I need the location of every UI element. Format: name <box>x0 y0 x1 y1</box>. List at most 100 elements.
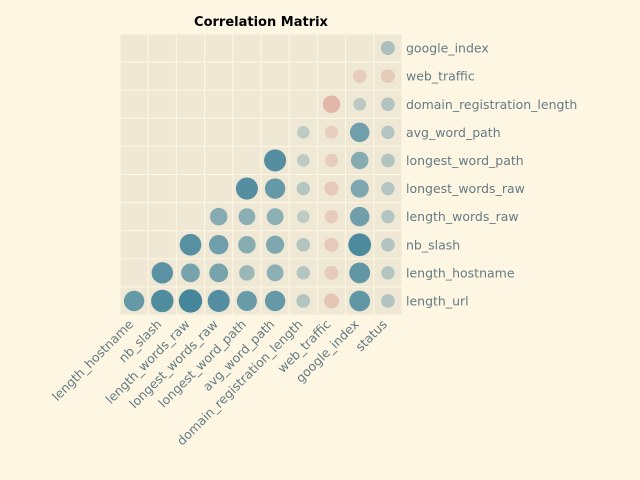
matrix-cell <box>204 145 234 175</box>
matrix-cell <box>316 33 347 63</box>
x-tick-labels: length_hostnamenb_slashlength_words_rawl… <box>49 316 390 448</box>
matrix-cell <box>175 89 206 119</box>
matrix-cell <box>119 89 149 119</box>
matrix-cell <box>175 117 206 147</box>
matrix-cell <box>175 33 206 63</box>
matrix-cell <box>345 89 375 119</box>
correlation-mark <box>296 237 311 252</box>
matrix-cell <box>175 174 206 204</box>
correlation-mark <box>297 154 310 167</box>
matrix-cell <box>147 61 177 91</box>
matrix-cell <box>147 89 177 119</box>
matrix-cell <box>288 286 318 316</box>
matrix-cell <box>119 202 149 232</box>
correlation-mark <box>350 151 369 170</box>
correlation-mark <box>266 235 285 254</box>
correlation-mark <box>207 289 230 312</box>
matrix-cell <box>147 174 177 204</box>
y-tick-label: nb_slash <box>406 237 460 252</box>
y-tick-label: avg_word_path <box>406 125 501 140</box>
y-tick-label: length_hostname <box>406 265 515 280</box>
correlation-mark <box>151 262 173 284</box>
correlation-mark <box>349 262 371 284</box>
matrix-cell <box>175 61 206 91</box>
y-tick-label: longest_word_path <box>406 153 524 168</box>
correlation-mark <box>179 233 202 256</box>
matrix-cell <box>204 117 234 147</box>
correlation-mark <box>381 181 395 196</box>
correlation-mark <box>324 153 339 168</box>
matrix-cell <box>147 33 177 63</box>
correlation-mark <box>264 178 286 199</box>
x-tick-label: status <box>352 317 390 355</box>
matrix-cell <box>316 61 347 91</box>
matrix-cell <box>373 258 403 288</box>
matrix-cell <box>232 33 262 63</box>
matrix-cell <box>288 89 318 119</box>
matrix-cell <box>345 61 375 91</box>
matrix-cell <box>373 202 403 232</box>
matrix-cell <box>373 145 403 175</box>
correlation-mark <box>324 237 339 252</box>
correlation-mark <box>181 263 200 283</box>
matrix-cell <box>147 230 177 260</box>
correlation-mark <box>238 208 256 226</box>
matrix-cell <box>316 202 347 232</box>
correlation-mark <box>381 153 395 168</box>
matrix-cell <box>260 89 290 119</box>
correlation-mark <box>324 293 339 309</box>
correlation-mark <box>297 210 310 223</box>
correlation-mark <box>324 265 339 280</box>
matrix-cell <box>232 117 262 147</box>
correlation-mark <box>349 206 370 227</box>
matrix-cell <box>260 117 290 147</box>
correlation-mark <box>296 266 310 280</box>
y-tick-label: length_url <box>406 293 469 308</box>
chart-title: Correlation Matrix <box>194 15 329 30</box>
correlation-mark <box>239 265 255 281</box>
correlation-mark <box>349 122 370 143</box>
matrix-cell <box>232 89 262 119</box>
correlation-mark <box>209 207 228 226</box>
correlation-mark <box>353 97 367 111</box>
correlation-mark <box>350 179 369 198</box>
matrix-cell <box>373 286 403 316</box>
matrix-cell <box>288 117 318 147</box>
correlation-marks <box>123 40 395 313</box>
matrix-cell <box>316 258 347 288</box>
correlation-mark <box>348 233 372 257</box>
correlation-mark <box>381 294 395 308</box>
correlation-mark <box>209 263 229 283</box>
matrix-cell <box>288 61 318 91</box>
matrix-cell <box>345 33 375 63</box>
correlation-mark <box>324 181 339 196</box>
y-tick-label: domain_registration_length <box>406 97 577 112</box>
matrix-cell <box>147 145 177 175</box>
correlation-mark <box>296 181 310 196</box>
matrix-cell <box>119 61 149 91</box>
matrix-cell <box>204 33 234 63</box>
matrix-cell <box>119 174 149 204</box>
correlation-mark <box>297 126 310 139</box>
matrix-cell <box>204 174 234 204</box>
matrix-cell <box>147 117 177 147</box>
correlation-mark <box>266 264 284 282</box>
matrix-cell <box>260 33 290 63</box>
correlation-mark <box>238 236 256 254</box>
y-tick-label: longest_words_raw <box>406 181 525 196</box>
matrix-cell <box>232 145 262 175</box>
matrix-cell <box>119 33 149 63</box>
correlation-mark <box>208 235 229 255</box>
correlation-mark <box>296 294 311 308</box>
matrix-cell <box>373 230 403 260</box>
matrix-cell <box>373 33 403 63</box>
correlation-mark <box>381 97 395 112</box>
correlation-mark <box>236 290 257 312</box>
correlation-mark <box>123 290 145 312</box>
correlation-mark <box>380 69 395 84</box>
matrix-cell <box>288 258 318 288</box>
y-tick-label: web_traffic <box>406 69 475 84</box>
correlation-mark <box>322 95 341 113</box>
matrix-cell <box>119 258 149 288</box>
